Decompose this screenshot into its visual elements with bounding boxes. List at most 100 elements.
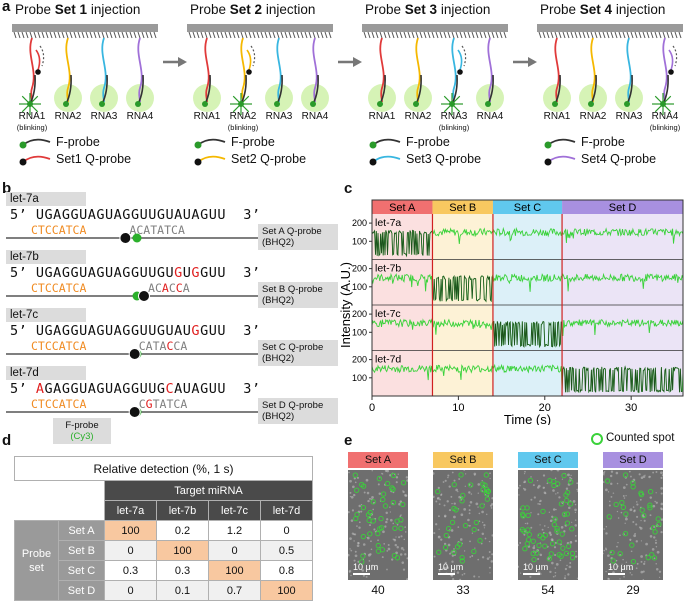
background-speck [395, 481, 398, 484]
surface-tether [93, 31, 97, 39]
background-speck [353, 559, 356, 562]
background-speck [455, 488, 458, 492]
base: U [165, 265, 175, 281]
background-speck [643, 562, 646, 566]
f-probe-name: F-probe [65, 420, 99, 431]
scale-bar-label: 10 μm [523, 562, 548, 572]
base: A [87, 207, 97, 223]
counted-spot [380, 491, 387, 497]
background-speck [568, 565, 572, 569]
background-speck [448, 485, 451, 488]
surface-tether [45, 31, 49, 39]
background-speck [470, 493, 473, 495]
blink-burst [240, 95, 250, 105]
surface-tether [97, 31, 101, 39]
background-speck [518, 565, 520, 568]
background-speck [469, 556, 472, 558]
image-set-label: Set A [348, 452, 408, 468]
background-speck [446, 566, 449, 570]
background-speck [474, 547, 476, 549]
background-speck [615, 471, 619, 475]
background-speck [483, 524, 486, 527]
surface-tether [232, 31, 236, 39]
surface-tether [264, 31, 268, 39]
quencher-dot [128, 407, 141, 418]
counted-spot [527, 477, 534, 484]
f-probe-dye [588, 101, 594, 107]
base: G [200, 207, 209, 223]
background-speck [645, 542, 648, 546]
trace-label: let-7c [375, 308, 401, 320]
step-title-prefix: Probe [365, 2, 405, 17]
counted-spot [394, 555, 401, 561]
counted-spot [522, 546, 528, 552]
quencher [246, 69, 252, 75]
counted-spot [454, 544, 461, 550]
base: A [53, 323, 62, 339]
counted-spot [552, 516, 558, 522]
background-speck [463, 550, 466, 552]
surface-tether [451, 31, 455, 39]
background-speck [469, 540, 471, 543]
background-speck [524, 522, 527, 525]
counted-spot [623, 511, 629, 517]
background-speck [467, 518, 470, 522]
base: U [217, 323, 226, 339]
background-speck [574, 503, 577, 506]
background-speck [526, 564, 528, 567]
background-speck [490, 502, 493, 506]
y-tick-label: 200 [352, 355, 367, 365]
background-speck [529, 575, 532, 578]
counted-spot [569, 555, 576, 561]
surface-tether [129, 31, 133, 39]
surface-tether [37, 31, 41, 39]
base: U [208, 265, 218, 281]
background-speck [385, 511, 388, 515]
background-speck [381, 556, 384, 559]
surface-tether [626, 31, 630, 39]
surface-tether [666, 31, 670, 39]
counted-spot [400, 480, 407, 486]
surface-tether [566, 31, 570, 39]
background-speck [449, 552, 451, 555]
background-speck [363, 491, 366, 494]
y-tick-label: 100 [352, 236, 367, 246]
background-speck [640, 519, 642, 522]
background-speck [357, 541, 360, 545]
surface-tether [578, 31, 582, 39]
probe-legend-icons [369, 138, 401, 166]
surface-tether [538, 31, 542, 39]
image-set-label: Set C [518, 452, 578, 468]
counted-spot [353, 515, 359, 522]
background-speck [624, 522, 626, 524]
f-probe-sequence: CTCCATCA [31, 397, 87, 411]
background-speck [543, 491, 546, 494]
background-speck [603, 528, 605, 530]
surface-tether [602, 31, 606, 39]
step-title-suffix: injection [612, 2, 666, 17]
step-title: Probe Set 1 injection [15, 2, 140, 17]
background-speck [453, 515, 456, 519]
background-speck [633, 509, 636, 513]
surface-tether [479, 31, 483, 39]
q-probe-legend-line [197, 155, 226, 163]
background-speck [488, 540, 491, 543]
panel-label-b: b [2, 180, 12, 197]
background-speck [538, 503, 541, 506]
surface-tether [662, 31, 666, 39]
surface-tether [455, 31, 459, 39]
five-prime: 5’ [10, 323, 36, 339]
background-speck [444, 515, 447, 518]
background-speck [563, 577, 567, 580]
background-speck [660, 487, 663, 490]
surface-tether [582, 31, 586, 39]
surface-tether [105, 31, 109, 39]
f-probe-sequence: CTCCATCA [31, 223, 87, 237]
base: U [35, 323, 45, 339]
background-speck [636, 503, 639, 506]
background-speck [464, 485, 466, 487]
background-speck [564, 575, 566, 577]
q-base: A [129, 223, 137, 237]
x-tick-label: 30 [625, 402, 637, 414]
counted-spot [451, 549, 457, 555]
